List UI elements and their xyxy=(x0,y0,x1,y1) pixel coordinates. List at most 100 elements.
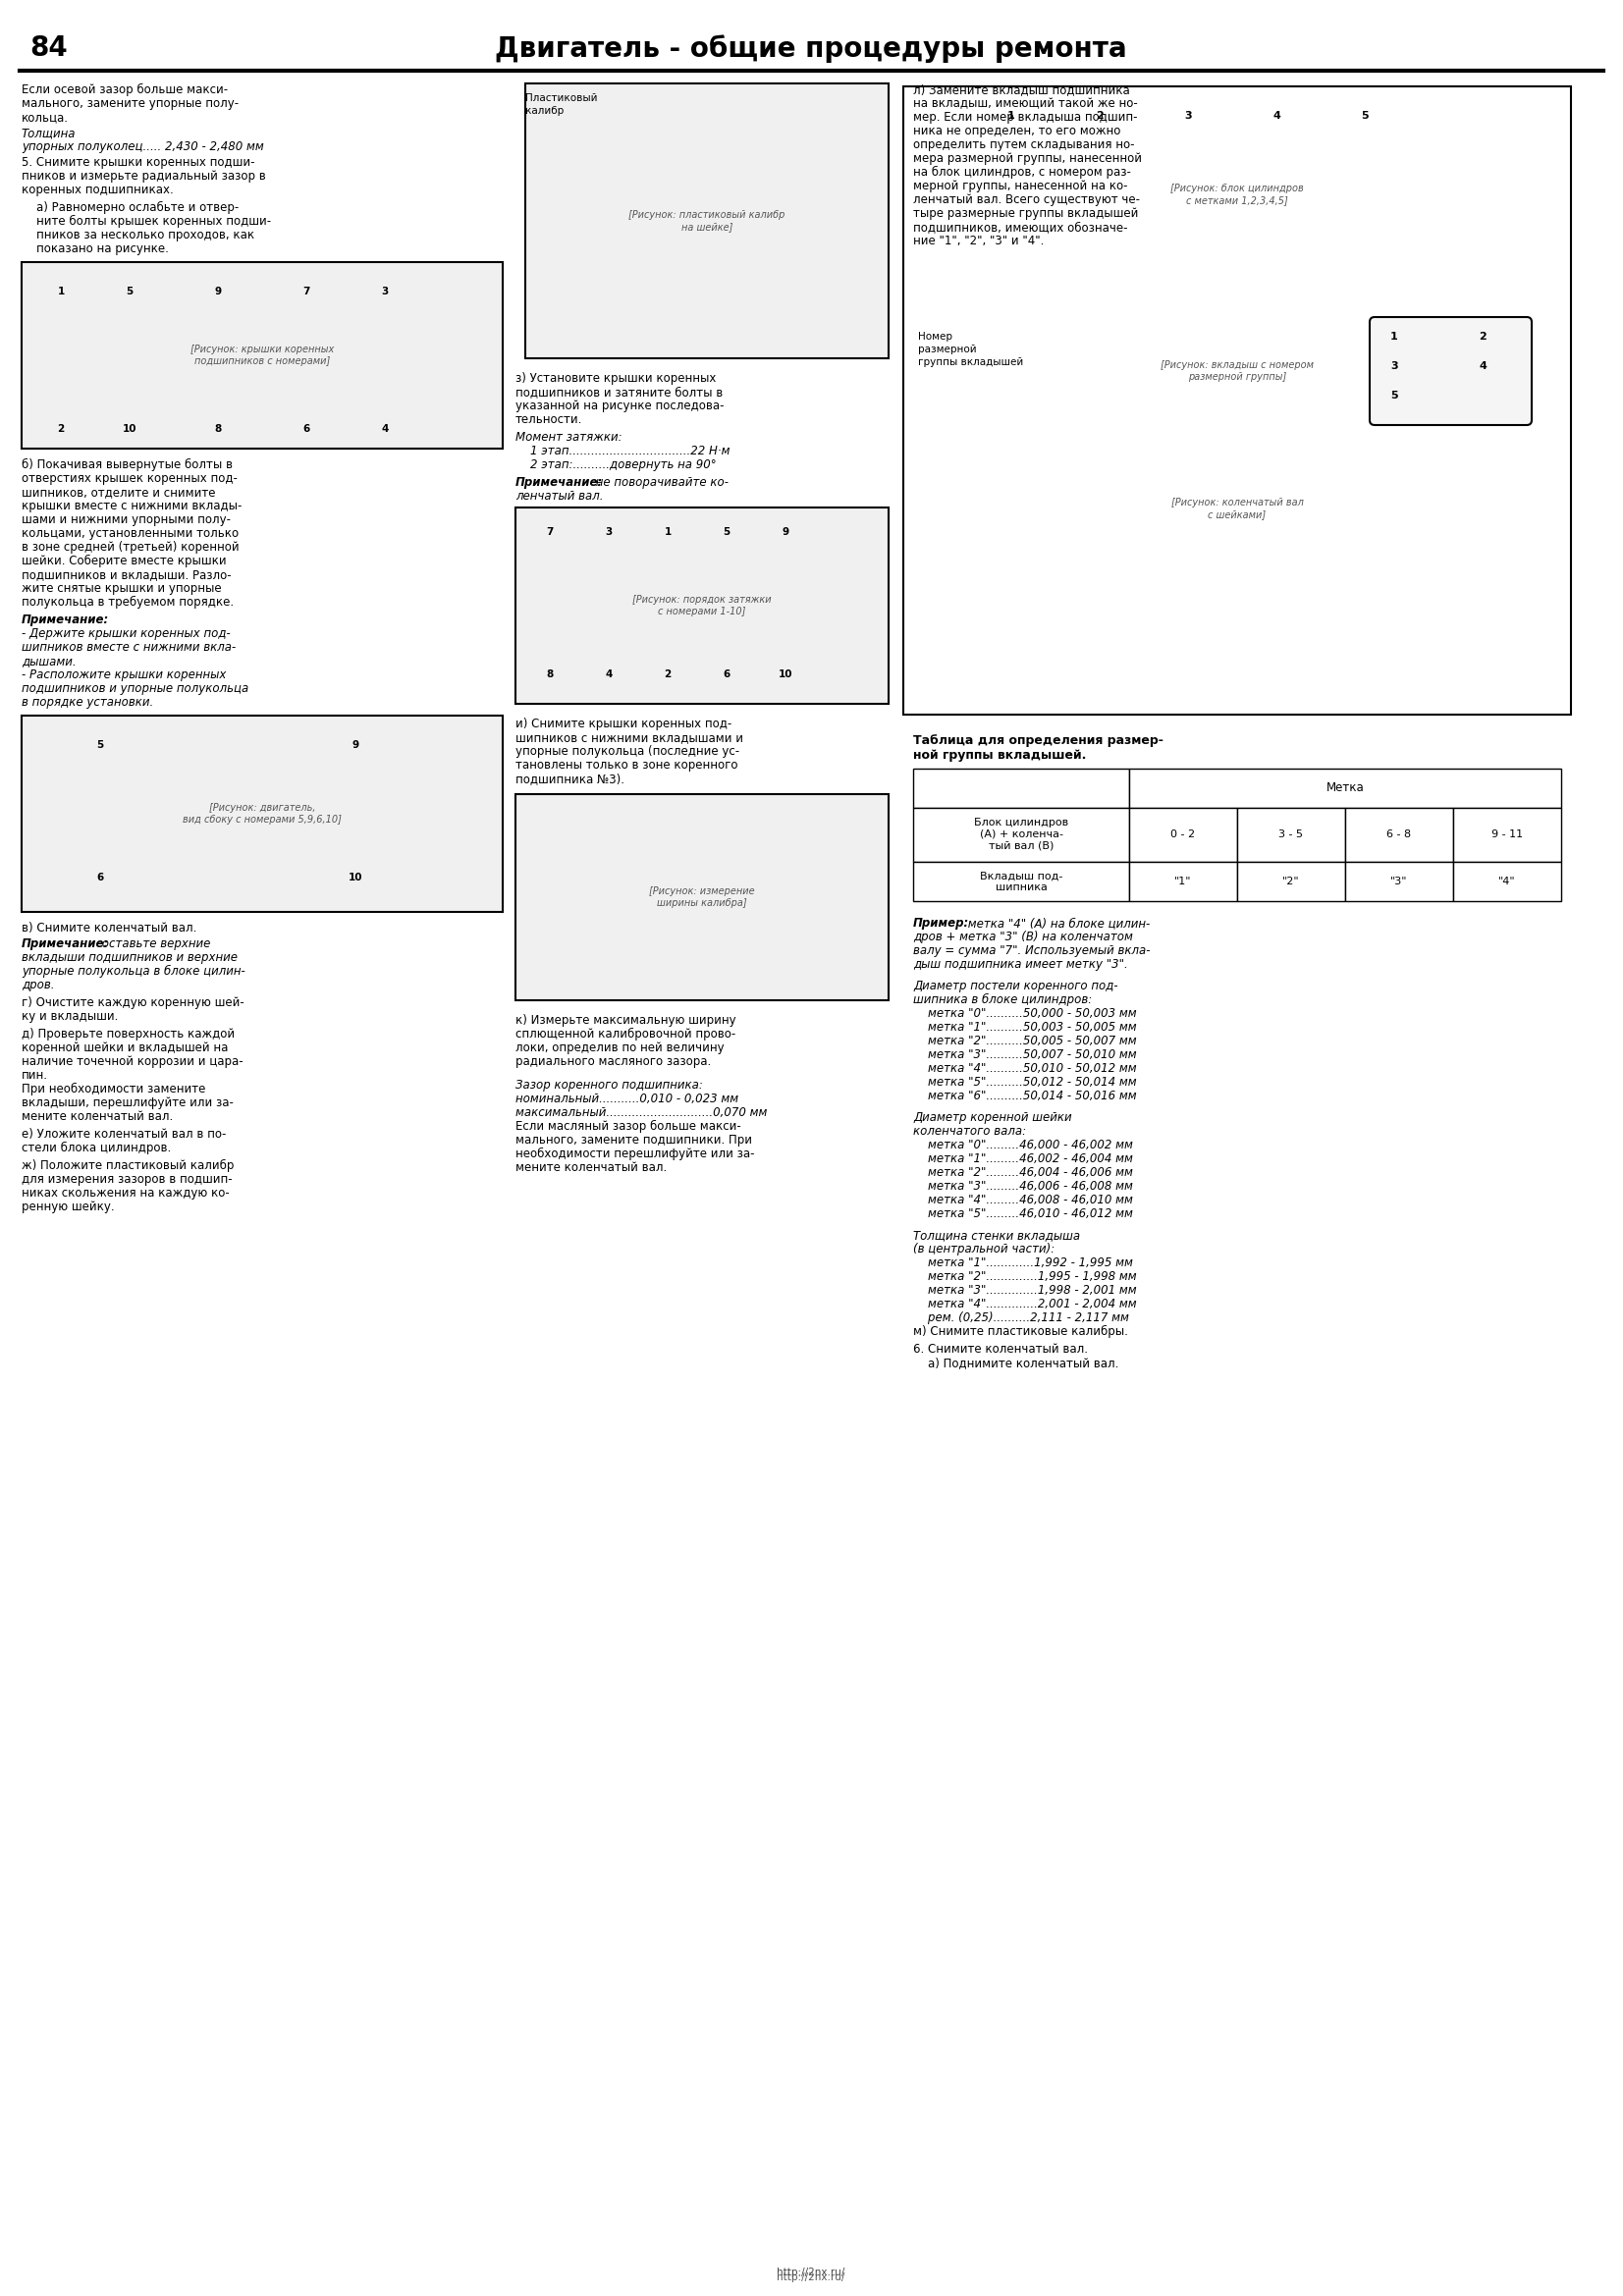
Text: 7: 7 xyxy=(304,287,310,296)
Text: 4: 4 xyxy=(1479,360,1487,372)
Text: 9: 9 xyxy=(352,739,359,751)
Text: http://2nx.ru/: http://2nx.ru/ xyxy=(777,2268,846,2278)
Text: необходимости перешлифуйте или за-: необходимости перешлифуйте или за- xyxy=(516,1148,755,1159)
Bar xyxy=(1453,861,1561,900)
Text: 2 этап:..........довернуть на 90°: 2 этап:..........довернуть на 90° xyxy=(516,459,716,471)
Text: ленчатый вал. Всего существуют че-: ленчатый вал. Всего существуют че- xyxy=(914,193,1139,207)
Text: ленчатый вал.: ленчатый вал. xyxy=(516,489,604,503)
Text: шипников вместе с нижними вкла-: шипников вместе с нижними вкла- xyxy=(21,641,235,654)
Text: и) Снимите крышки коренных под-: и) Снимите крышки коренных под- xyxy=(516,719,732,730)
Text: мерной группы, нанесенной на ко-: мерной группы, нанесенной на ко- xyxy=(914,179,1128,193)
Text: Примечание:: Примечание: xyxy=(516,475,604,489)
Bar xyxy=(914,861,1130,900)
Text: 3 - 5: 3 - 5 xyxy=(1279,829,1303,840)
Text: 5: 5 xyxy=(97,739,104,751)
Text: 0 - 2: 0 - 2 xyxy=(1170,829,1196,840)
Text: на вкладыш, имеющий такой же но-: на вкладыш, имеющий такой же но- xyxy=(914,96,1138,110)
Text: дышами.: дышами. xyxy=(21,654,76,668)
Text: шипников с нижними вкладышами и: шипников с нижними вкладышами и xyxy=(516,732,743,744)
Text: мера размерной группы, нанесенной: мера размерной группы, нанесенной xyxy=(914,152,1143,165)
Text: определить путем складывания но-: определить путем складывания но- xyxy=(914,138,1134,152)
Text: метка "4" (А) на блоке цилин-: метка "4" (А) на блоке цилин- xyxy=(964,916,1151,930)
Text: з) Установите крышки коренных: з) Установите крышки коренных xyxy=(516,372,716,386)
Text: е) Уложите коленчатый вал в по-: е) Уложите коленчатый вал в по- xyxy=(21,1127,226,1141)
Text: л) Замените вкладыш подшипника: л) Замените вкладыш подшипника xyxy=(914,83,1130,96)
Text: показано на рисунке.: показано на рисунке. xyxy=(21,243,169,255)
Text: 3: 3 xyxy=(605,528,612,537)
Text: Пластиковый: Пластиковый xyxy=(526,94,597,103)
Text: Таблица для определения размер-: Таблица для определения размер- xyxy=(914,735,1164,746)
Text: 3: 3 xyxy=(1391,360,1397,372)
Text: 6. Снимите коленчатый вал.: 6. Снимите коленчатый вал. xyxy=(914,1343,1087,1355)
Text: [Рисунок: двигатель,
вид сбоку с номерами 5,9,6,10]: [Рисунок: двигатель, вид сбоку с номерам… xyxy=(183,804,341,824)
Text: ните болты крышек коренных подши-: ните болты крышек коренных подши- xyxy=(21,216,271,227)
Text: Номер: Номер xyxy=(919,333,953,342)
Text: "1": "1" xyxy=(1175,877,1191,886)
Text: [Рисунок: крышки коренных
подшипников с номерами]: [Рисунок: крышки коренных подшипников с … xyxy=(190,344,334,365)
Text: в) Снимите коленчатый вал.: в) Снимите коленчатый вал. xyxy=(21,921,196,934)
Text: 5: 5 xyxy=(1362,110,1368,122)
Text: Если осевой зазор больше макси-: Если осевой зазор больше макси- xyxy=(21,83,227,96)
Bar xyxy=(516,794,888,1001)
Text: 1: 1 xyxy=(1391,333,1397,342)
Text: тыре размерные группы вкладышей: тыре размерные группы вкладышей xyxy=(914,207,1138,220)
Text: Двигатель - общие процедуры ремонта: Двигатель - общие процедуры ремонта xyxy=(495,34,1126,62)
Text: жите снятые крышки и упорные: жите снятые крышки и упорные xyxy=(21,583,221,595)
Text: метка "5".........46,010 - 46,012 мм: метка "5".........46,010 - 46,012 мм xyxy=(914,1208,1133,1219)
Text: шейки. Соберите вместе крышки: шейки. Соберите вместе крышки xyxy=(21,556,227,567)
Text: вкладыши, перешлифуйте или за-: вкладыши, перешлифуйте или за- xyxy=(21,1097,234,1109)
Text: размерной: размерной xyxy=(919,344,977,354)
Text: мените коленчатый вал.: мените коленчатый вал. xyxy=(516,1162,667,1173)
Text: метка "1".............1,992 - 1,995 мм: метка "1".............1,992 - 1,995 мм xyxy=(914,1256,1133,1270)
Text: Толщина стенки вкладыша: Толщина стенки вкладыша xyxy=(914,1228,1081,1242)
Text: сплющенной калибровочной прово-: сплющенной калибровочной прово- xyxy=(516,1029,735,1040)
Text: мального, замените подшипники. При: мального, замените подшипники. При xyxy=(516,1134,751,1146)
Text: Толщина: Толщина xyxy=(21,126,76,140)
Text: отверстиях крышек коренных под-: отверстиях крышек коренных под- xyxy=(21,473,237,484)
Text: 4: 4 xyxy=(381,425,388,434)
Text: При необходимости замените: При необходимости замените xyxy=(21,1084,206,1095)
Text: 5. Снимите крышки коренных подши-: 5. Снимите крышки коренных подши- xyxy=(21,156,255,170)
Text: 6: 6 xyxy=(722,670,730,680)
Text: Зазор коренного подшипника:: Зазор коренного подшипника: xyxy=(516,1079,703,1091)
Text: 4: 4 xyxy=(605,670,612,680)
Text: Пример:: Пример: xyxy=(914,916,969,930)
Text: в порядке установки.: в порядке установки. xyxy=(21,696,154,709)
Text: шами и нижними упорными полу-: шами и нижними упорными полу- xyxy=(21,514,230,526)
Text: 8: 8 xyxy=(214,425,221,434)
Text: кольца.: кольца. xyxy=(21,110,68,124)
Text: пников и измерьте радиальный зазор в: пников и измерьте радиальный зазор в xyxy=(21,170,266,184)
Text: шипников, отделите и снимите: шипников, отделите и снимите xyxy=(21,487,216,498)
Text: в зоне средней (третьей) коренной: в зоне средней (третьей) коренной xyxy=(21,542,239,553)
Text: 1 этап.................................22 Н·м: 1 этап.................................2… xyxy=(516,445,730,457)
Text: подшипников и вкладыши. Разло-: подшипников и вкладыши. Разло- xyxy=(21,569,232,581)
Text: метка "5"..........50,012 - 50,014 мм: метка "5"..........50,012 - 50,014 мм xyxy=(914,1077,1136,1088)
Text: метка "6"..........50,014 - 50,016 мм: метка "6"..........50,014 - 50,016 мм xyxy=(914,1091,1136,1102)
Text: Диаметр постели коренного под-: Диаметр постели коренного под- xyxy=(914,980,1118,992)
Text: упорные полукольца (последние ус-: упорные полукольца (последние ус- xyxy=(516,744,740,758)
Text: (в центральной части):: (в центральной части): xyxy=(914,1242,1055,1256)
Text: м) Снимите пластиковые калибры.: м) Снимите пластиковые калибры. xyxy=(914,1325,1128,1339)
Text: мените коленчатый вал.: мените коленчатый вал. xyxy=(21,1111,174,1123)
Text: 2: 2 xyxy=(664,670,672,680)
Text: мер. Если номер вкладыша подшип-: мер. Если номер вкладыша подшип- xyxy=(914,110,1138,124)
Text: метка "2"..............1,995 - 1,998 мм: метка "2"..............1,995 - 1,998 мм xyxy=(914,1270,1136,1283)
Text: упорные полукольца в блоке цилин-: упорные полукольца в блоке цилин- xyxy=(21,964,245,978)
Text: метка "2"..........50,005 - 50,007 мм: метка "2"..........50,005 - 50,007 мм xyxy=(914,1035,1136,1047)
Text: метка "4"..........50,010 - 50,012 мм: метка "4"..........50,010 - 50,012 мм xyxy=(914,1063,1136,1075)
Text: Блок цилиндров
(А) + коленча-
тый вал (В): Блок цилиндров (А) + коленча- тый вал (В… xyxy=(974,817,1068,852)
Bar xyxy=(904,87,1571,714)
Bar xyxy=(1345,861,1453,900)
Text: ника не определен, то его можно: ника не определен, то его можно xyxy=(914,124,1120,138)
Text: Если масляный зазор больше макси-: Если масляный зазор больше макси- xyxy=(516,1120,742,1132)
Bar xyxy=(21,262,503,448)
Text: [Рисунок: коленчатый вал
с шейками]: [Рисунок: коленчатый вал с шейками] xyxy=(1170,498,1303,519)
Bar xyxy=(1453,808,1561,861)
Text: 5: 5 xyxy=(127,287,133,296)
Text: пин.: пин. xyxy=(21,1070,49,1081)
Text: тановлены только в зоне коренного: тановлены только в зоне коренного xyxy=(516,758,738,771)
Text: 2: 2 xyxy=(1479,333,1487,342)
Text: 2: 2 xyxy=(57,425,65,434)
Text: 3: 3 xyxy=(381,287,388,296)
Text: кольцами, установленными только: кольцами, установленными только xyxy=(21,528,239,540)
